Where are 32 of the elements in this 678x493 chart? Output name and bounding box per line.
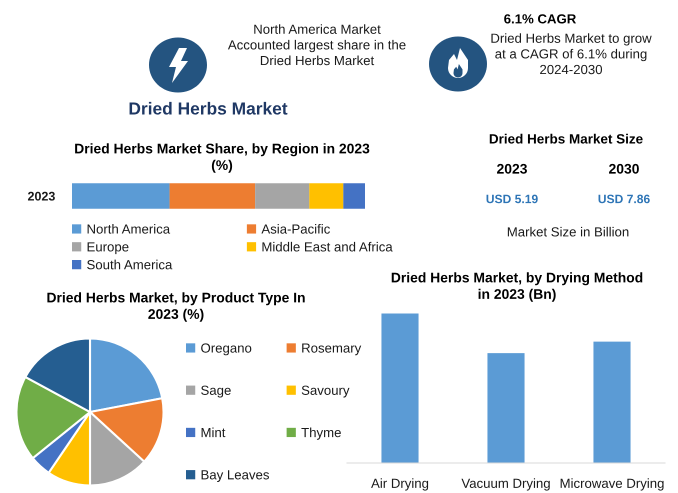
chart-title: Dried Herbs Market, by Product Type In 2023 (%) <box>47 292 305 322</box>
legend-label: Rosemary <box>302 343 362 356</box>
x-tick-label: Microwave Drying <box>560 478 664 491</box>
text: USD 7.86 <box>598 194 650 204</box>
chart-title: Dried Herbs Market, by Drying Method in 2023 (Bn) <box>392 272 642 302</box>
bar <box>309 183 344 209</box>
legend-label: Oregano <box>201 343 252 356</box>
legend-label: Savoury <box>302 386 350 398</box>
legend-label: South America <box>87 260 172 270</box>
text: Dried Herbs Market Share, by Region in 2023 (%) <box>75 143 370 173</box>
legend-label: Asia-Pacific <box>261 224 330 234</box>
bar <box>343 183 365 209</box>
text: 2023 <box>28 192 55 201</box>
text: Dried Herbs Market to grow at a CAGR of 6.1% during 2024-2030 <box>491 33 652 74</box>
legend-label: North America <box>88 224 170 234</box>
text: 6.1% CAGR <box>504 14 576 24</box>
text: Dried Herbs Market <box>130 102 288 115</box>
legend-label: Bay Leaves <box>202 470 269 482</box>
text: USD 5.19 <box>486 194 538 204</box>
text: 2030 <box>609 164 639 174</box>
legend-label: Middle East and Africa <box>262 242 393 252</box>
text: Market Size in Billion <box>508 226 628 237</box>
x-tick-label: Vacuum Drying <box>461 478 550 491</box>
bar <box>170 183 256 209</box>
legend-label: Thyme <box>301 428 341 440</box>
text: Dried Herbs Market Size <box>490 134 643 144</box>
text: North America Market Accounted largest share in the Dried Herbs Market <box>228 24 406 66</box>
x-tick-label: Air Drying <box>371 478 428 491</box>
legend-label: Europe <box>88 242 128 254</box>
legend-label: Sage <box>201 386 231 398</box>
bar <box>255 183 310 209</box>
legend-label: Mint <box>202 428 226 438</box>
